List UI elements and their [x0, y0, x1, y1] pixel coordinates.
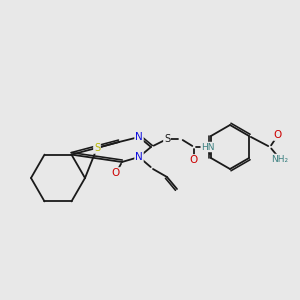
Text: O: O [274, 130, 282, 140]
Text: NH₂: NH₂ [272, 154, 289, 164]
Text: S: S [164, 134, 170, 144]
Text: O: O [190, 155, 198, 165]
Text: HN: HN [201, 142, 215, 152]
Text: N: N [135, 132, 143, 142]
Text: S: S [94, 143, 100, 153]
Text: N: N [135, 152, 143, 162]
Text: O: O [112, 168, 120, 178]
